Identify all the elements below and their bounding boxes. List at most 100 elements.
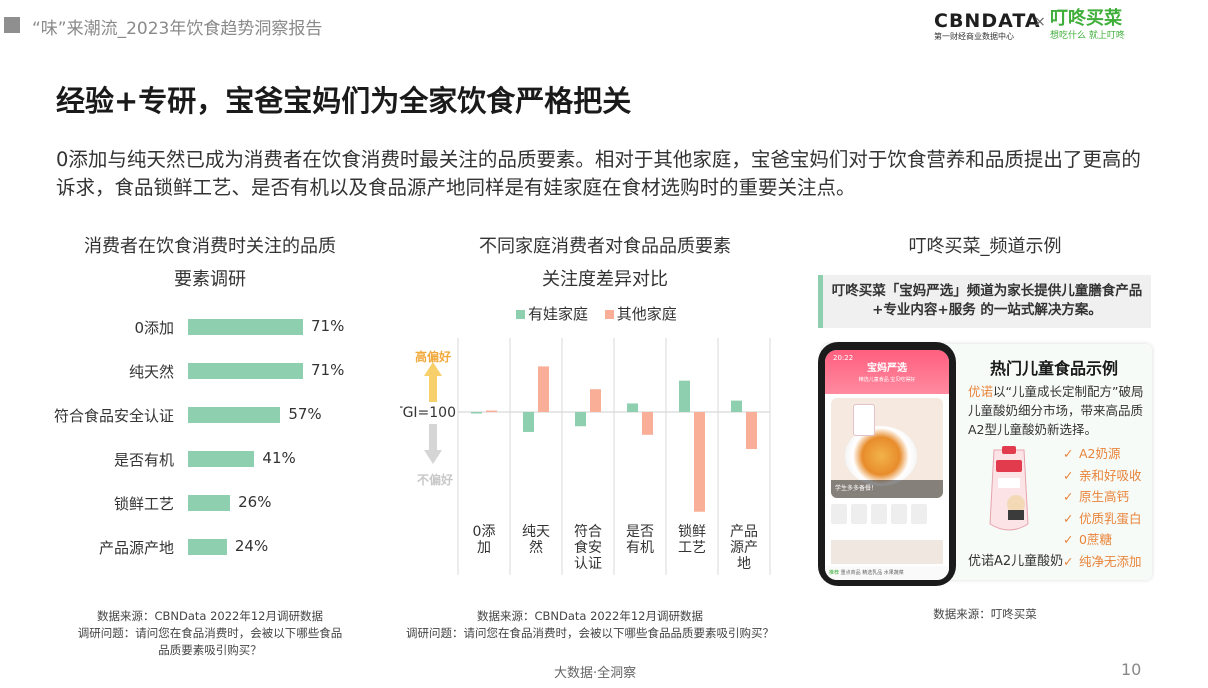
middle-source-note: 数据来源：CBNData 2022年12月调研数据 调研问题：请问您在食品消费时…: [390, 608, 790, 642]
bar-value-label: 41%: [262, 449, 296, 467]
page-title: 经验+专研，宝爸宝妈们为全家饮食严格把关: [56, 84, 632, 118]
promo-description-text: 以“儿童成长定制配方”破局儿童酸奶细分市场，带来高品质A2型儿童酸奶新选择。: [968, 384, 1144, 437]
up-arrow-head: [424, 362, 442, 376]
cbndata-logo-text: CBNDATA: [934, 10, 1041, 32]
phone-bottom-nav: 推荐 重点商品 精选乳品 水果蔬菜: [825, 566, 949, 580]
feature-text: 亲和好吸收: [1079, 467, 1142, 483]
bar: [188, 319, 303, 335]
down-arrow-head: [424, 450, 442, 464]
phone-product-thumbnails: [831, 504, 943, 534]
tgi-bar-other: [538, 366, 549, 412]
left-source-line3: 品质要素吸引购买？: [158, 643, 262, 657]
tgi-category-label: 然: [529, 539, 543, 556]
tgi-category-label: 锁鲜: [678, 524, 706, 540]
feature-text: A2奶源: [1079, 446, 1121, 461]
bar-value-label: 24%: [234, 537, 269, 555]
up-arrow-shaft: [429, 374, 437, 402]
tgi-category-label: 工艺: [678, 540, 706, 556]
phone-status-time: 20:22: [833, 354, 854, 362]
tgi-category-label: 有机: [626, 540, 654, 556]
phone-channel-sub: 精选儿童食品 宝贝吃得好: [858, 377, 916, 383]
tgi-category-label: 0添: [473, 524, 496, 540]
left-chart-title-line1: 消费者在饮食消费时关注的品质: [84, 236, 336, 257]
phone-hero-image: 学生多多备餐！: [831, 398, 943, 498]
left-source-line2: 调研问题：请问您在食品消费时，会被以下哪些食品: [77, 626, 343, 640]
phone-nav-items: 重点商品 精选乳品 水果蔬菜: [840, 570, 904, 576]
tgi-bar-other: [486, 410, 497, 413]
legend-item-other: 其他家庭: [604, 303, 677, 324]
dingdong-logo-slogan: 想吃什么 就上叮咚: [1050, 31, 1125, 41]
bar-category-label: 产品源产地: [98, 539, 174, 557]
bar-category-label: 是否有机: [113, 451, 174, 469]
bar-value-label: 71%: [311, 361, 345, 379]
tgi-bar-other: [746, 412, 757, 450]
tgi-category-label: 地: [737, 556, 751, 572]
thumbnail: [831, 504, 847, 524]
yogurt-product-image: [989, 446, 1029, 531]
tgi-bar-other: [590, 389, 601, 412]
feature-item: ✓ 原生高钙: [1063, 486, 1129, 505]
bar-category-label: 纯天然: [128, 363, 174, 381]
phone-content-strip: [831, 540, 943, 564]
left-source-line1: 数据来源：CBNData 2022年12月调研数据: [96, 609, 324, 623]
bar-category-label: 0添加: [134, 319, 174, 337]
check-icon: ✓: [1063, 510, 1074, 526]
report-title: “味”来潮流_2023年饮食趋势洞察报告: [32, 19, 323, 39]
cbndata-logo-subtext: 第一财经商业数据中心: [934, 32, 1014, 41]
phone-screen: 20:22 宝妈严选 精选儿童食品 宝贝吃得好 学生多多备餐！ 推荐 重点商品 …: [825, 350, 949, 580]
thumbnail: [911, 504, 927, 524]
feature-item: ✓ 亲和好吸收: [1063, 465, 1142, 484]
check-icon: ✓: [1063, 446, 1074, 461]
tgi-bar-kids: [471, 412, 482, 414]
tgi-bar-other: [694, 412, 705, 512]
baseline-label: TGI=100: [400, 405, 456, 421]
check-icon: ✓: [1063, 489, 1074, 505]
feature-item: ✓ 0蔗糖: [1063, 529, 1112, 548]
tgi-category-label: 是否: [626, 524, 654, 540]
feature-item: ✓ 优质乳蛋白: [1063, 508, 1142, 527]
right-panel-title: 叮咚买菜_频道示例: [908, 236, 1062, 257]
feature-item: ✓ 纯净无添加: [1063, 551, 1142, 570]
food-plate-image: [845, 426, 917, 486]
channel-description-text: 叮咚买菜「宝妈严选」频道为家长提供儿童膳食产品+专业内容+服务 的一站式解决方案…: [831, 283, 1143, 318]
left-chart-title: 消费者在饮食消费时关注的品质 要素调研: [50, 230, 370, 296]
feature-text: 0蔗糖: [1079, 532, 1112, 548]
legend-label-kids: 有娃家庭: [528, 305, 589, 323]
bar-value-label: 71%: [311, 317, 345, 335]
bar-value-label: 26%: [238, 493, 272, 511]
phone-hero-caption: 学生多多备餐！: [831, 480, 943, 498]
middle-chart-legend: 有娃家庭 其他家庭: [516, 303, 689, 324]
high-preference-label: 高偏好: [415, 349, 451, 364]
promo-description: 优诺以“儿童成长定制配方”破局儿童酸奶细分市场，带来高品质A2型儿童酸奶新选择。: [968, 382, 1146, 439]
tgi-category-label: 认证: [574, 556, 602, 572]
phone-header-bar: 20:22 宝妈严选 精选儿童食品 宝贝吃得好: [825, 350, 949, 394]
bar-category-label: 锁鲜工艺: [113, 495, 174, 513]
feature-text: 优质乳蛋白: [1079, 510, 1142, 526]
dingdong-logo: 叮咚买菜 想吃什么 就上叮咚: [1050, 8, 1150, 42]
tgi-bar-kids: [627, 403, 638, 412]
middle-chart-title: 不同家庭消费者对食品品质要素 关注度差异对比: [440, 230, 770, 296]
cbndata-logo: CBNDATA 第一财经商业数据中心: [934, 10, 1041, 42]
yogurt-pack-image: [853, 404, 875, 436]
tgi-category-label: 加: [477, 540, 491, 556]
tgi-category-label: 产品: [730, 524, 758, 540]
logo-separator: ×: [1034, 14, 1046, 30]
tgi-bar-kids: [575, 412, 586, 427]
tgi-category-label: 源产: [730, 540, 758, 556]
middle-source-line1: 数据来源：CBNData 2022年12月调研数据: [476, 609, 704, 623]
tgi-bar-kids: [679, 380, 690, 412]
legend-swatch-green: [516, 310, 525, 319]
left-chart-title-line2: 要素调研: [174, 269, 246, 290]
right-source-note: 数据来源：叮咚买菜: [933, 607, 1037, 621]
down-arrow-shaft: [429, 424, 437, 452]
tgi-bar-kids: [731, 400, 742, 412]
phone-nav-active: 推荐: [829, 570, 840, 576]
tgi-bar-other: [642, 412, 653, 435]
tgi-category-label: 符合: [574, 524, 602, 540]
bar: [188, 407, 281, 423]
middle-chart-title-line1: 不同家庭消费者对食品品质要素: [479, 236, 731, 257]
tgi-category-label: 纯天: [522, 524, 550, 540]
left-source-note: 数据来源：CBNData 2022年12月调研数据 调研问题：请问您在食品消费时…: [60, 608, 360, 659]
product-name: 优诺A2儿童酸奶: [968, 554, 1064, 569]
phone-channel-title: 宝妈严选: [867, 363, 907, 374]
